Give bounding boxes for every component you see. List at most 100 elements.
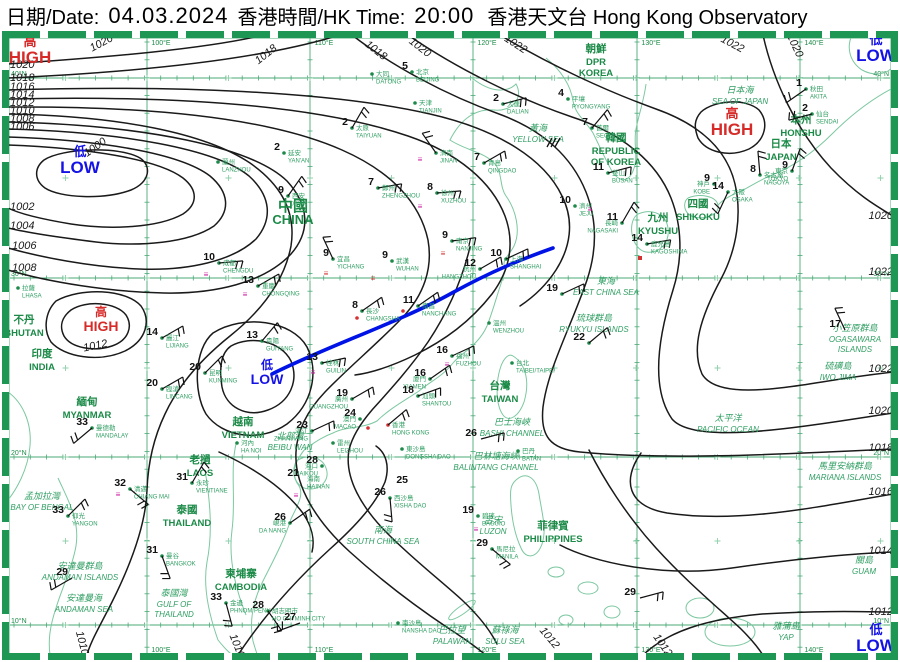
- coast-island-visayas-2: [577, 581, 599, 595]
- isobar-value-label: 1008: [10, 113, 35, 125]
- grid-plus-mark: [551, 175, 558, 181]
- station-xisha-dao: 26 西沙島 XISHA DAO: [374, 486, 427, 523]
- lat-label-left: 10°N: [11, 617, 27, 625]
- center-en: HIGH: [9, 48, 52, 67]
- station-sendai: 2 仙台 SENDAI: [788, 102, 839, 126]
- grid-plus-mark: [470, 365, 476, 371]
- grid-plus-mark: [714, 454, 721, 460]
- station-kagoshima: 14 鹿兒島 KAGOSHIMA: [631, 232, 687, 260]
- isobar-1020-ne: [762, 34, 894, 217]
- station-name-en: MANDALAY: [96, 434, 129, 440]
- station-name-zh: 臨滄: [166, 384, 180, 393]
- sea-name-zh: 巴林塘海峽: [473, 451, 520, 461]
- station-beijing: 5 北京 BEIJING: [402, 60, 440, 84]
- grid-plus-mark: [633, 622, 639, 628]
- sea-name-zh: 北部灣: [276, 431, 304, 441]
- temperature-value: 7: [582, 116, 588, 128]
- sea-name-en: RYUKYU ISLANDS: [559, 325, 629, 334]
- temperature-value: 11: [593, 161, 604, 173]
- wind-barb: [276, 621, 301, 632]
- station-name-zh: 北京: [416, 67, 430, 76]
- country-name-zh: 九州: [647, 211, 669, 224]
- station-busan: 11 釜山 BUSAN: [593, 161, 633, 185]
- station-name-zh: 雷州: [337, 439, 350, 447]
- isobar-value-label: 1006: [10, 121, 35, 133]
- isobar-1002-bow: [7, 144, 195, 228]
- isobar-1022-east: [499, 34, 894, 391]
- grid-plus-mark: [144, 75, 150, 81]
- station-name-zh: 西沙島: [394, 493, 414, 502]
- center-en: LOW: [856, 46, 897, 65]
- station-name-zh: 延安: [288, 148, 302, 157]
- sea-name-zh: 關島: [855, 555, 874, 565]
- coast-island-visayas-3: [603, 605, 621, 619]
- grid-plus-mark: [796, 454, 802, 460]
- country-name-en: SHIKOKU: [676, 212, 720, 223]
- station-guilin: 13 桂林 GUILIN ≡: [306, 351, 347, 377]
- sea-label-yellow-sea: 黃海 YELLOW SEA: [512, 123, 564, 144]
- station-yan-an: 2 延安 YAN'AN: [274, 141, 309, 165]
- isobar-value-label: 1020: [869, 210, 894, 222]
- wind-barb: [607, 166, 632, 177]
- temperature-value: 16: [436, 344, 448, 356]
- temperature-value: 2: [342, 116, 348, 128]
- isobar-value-label: 1010: [10, 105, 35, 117]
- country-name-zh: 不丹: [14, 314, 35, 326]
- temperature-value: 14: [712, 180, 724, 192]
- grid-plus-mark: [62, 175, 69, 181]
- grid-plus-mark: [144, 622, 150, 628]
- wind-barb: [757, 150, 767, 176]
- station-name-zh: 曼谷: [166, 551, 180, 560]
- grid-plus-mark: [470, 454, 476, 460]
- wind-barb: [491, 548, 511, 569]
- temperature-value: 29: [476, 537, 488, 549]
- isobar-1012-se: [640, 610, 894, 658]
- temperature-value: 9: [323, 247, 329, 259]
- station-dot: [396, 621, 400, 625]
- station-batan: 巴丹 BATAN: [516, 447, 541, 463]
- wx-symbol-drizzle: ≡: [418, 202, 423, 211]
- station-dot: [712, 182, 716, 186]
- station-guiyang: 13 貴陽 GUIYANG: [246, 322, 294, 353]
- sea-name-zh: 蘇祿海: [491, 625, 520, 635]
- station-name-en: CHANGSHA: [366, 317, 400, 323]
- grid-plus-mark: [307, 365, 313, 371]
- temperature-value: 10: [559, 194, 571, 206]
- country-name-zh: 四國: [688, 198, 709, 210]
- isobar-value-label: 1018: [253, 42, 280, 67]
- sea-name-en: ANDAMAN SEA: [54, 605, 113, 614]
- station-zhengzhou: 7 鄭州 ZHENGZHOU: [368, 176, 420, 200]
- station-name-en: LEIZHOU: [337, 449, 363, 455]
- map-border-left: [2, 31, 9, 660]
- grid-plus-mark: [877, 365, 884, 371]
- sea-name-zh: 呂宋: [484, 515, 503, 525]
- country-name-en: REPUBLIC: [592, 146, 641, 157]
- isobar-value-label: 1002: [10, 201, 34, 213]
- wx-symbol-rain: [401, 309, 405, 313]
- coast-hainan: [293, 456, 328, 490]
- grid-plus-mark: [62, 275, 69, 281]
- wind-barb: [788, 110, 813, 121]
- station-name-en: HAIKOU: [295, 472, 318, 478]
- sea-name-en: SULU SEA: [485, 637, 525, 646]
- wind-barb: [377, 183, 403, 193]
- isobar-value-label: 1020: [10, 59, 35, 71]
- station-name-en: JEJU: [579, 212, 593, 218]
- temperature-value: 7: [474, 151, 480, 163]
- station-name-zh: 武漢: [396, 256, 410, 265]
- station-name-en: VIENTIANE: [196, 489, 228, 495]
- center-zh: 高: [725, 106, 738, 121]
- sea-label-ryukyu-islands: 琉球群島 RYUKYU ISLANDS: [559, 313, 629, 334]
- station-dalian: 2 大連 DALIAN: [493, 92, 529, 116]
- station-name-zh: 澳門: [343, 414, 356, 423]
- center-en: HIGH: [711, 120, 754, 139]
- sea-name-en: MARIANA ISLANDS: [809, 473, 882, 482]
- sea-name-en: BASHI CHANNEL: [480, 429, 544, 438]
- country-name-en: KYUSHU: [638, 226, 678, 237]
- temperature-value: 10: [490, 247, 502, 259]
